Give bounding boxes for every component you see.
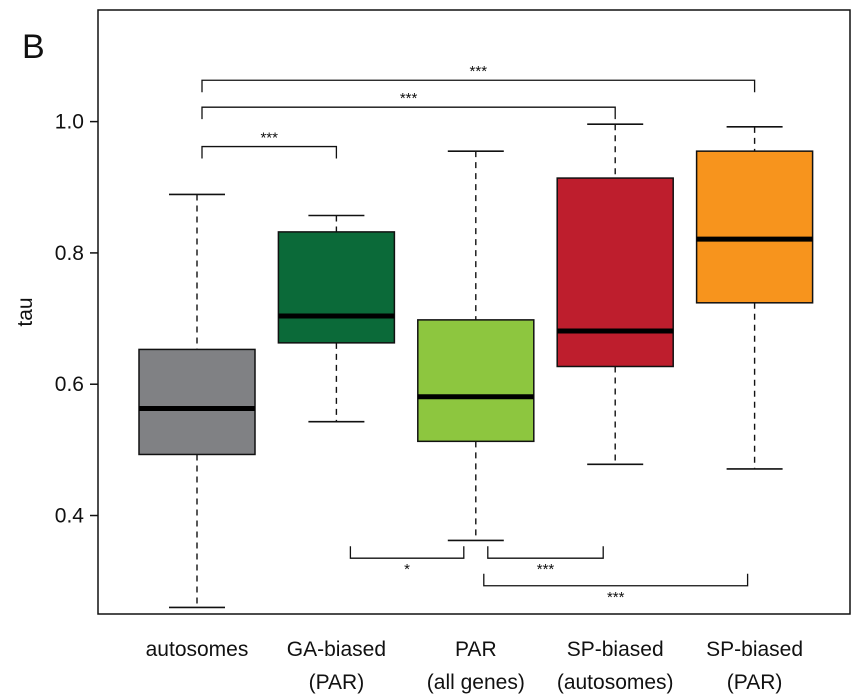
box-series [138,123,814,609]
bracket-line [201,79,756,93]
box-body [695,150,814,304]
bracket-line [483,573,749,587]
bracket-line [487,546,604,559]
y-axis-title: tau [14,297,37,326]
category-sublabel: (autosomes) [557,671,674,694]
significance-bracket-5: *** [483,573,749,606]
category-label: GA-biased [287,638,386,661]
plot-frame [97,9,851,615]
x-axis-labels: autosomes GA-biased (PAR) PAR (all genes) SP-… [146,638,803,694]
box-body [277,231,396,344]
significance-label: *** [470,63,488,80]
box-3 [556,123,674,466]
box-2 [417,150,535,542]
significance-label: *** [607,589,625,606]
significance-label: *** [537,561,555,578]
significance-bracket-2: *** [201,63,756,93]
significance-bracket-1: *** [201,90,616,120]
y-tick-label: 0.4 [55,505,85,528]
significance-label: *** [260,130,278,147]
y-tick-label: 1.0 [55,111,84,134]
category-label: PAR [455,638,497,661]
category-label: SP-biased [706,638,803,661]
bracket-line [201,145,338,159]
y-tick-label: 0.8 [55,242,84,265]
significance-bracket-3: * [349,546,465,578]
box-body [417,319,535,443]
significance-bracket-4: *** [487,546,604,578]
box-body [556,177,674,368]
significance-bracket-0: *** [201,130,338,159]
category-sublabel: (all genes) [427,671,525,694]
significance-brackets: ********** ****** [201,63,756,606]
panel-label: B [22,28,45,66]
box-0 [138,193,256,609]
category-label: SP-biased [567,638,664,661]
category-sublabel: (PAR) [309,671,365,694]
bracket-line [201,106,616,120]
bracket-line [349,546,465,559]
box-body [138,348,256,456]
y-tick-label: 0.6 [55,373,84,396]
y-axis: 0.4 0.6 0.8 1.0 [55,111,98,528]
category-sublabel: (PAR) [727,671,783,694]
category-label: autosomes [146,638,249,661]
box-1 [277,214,396,423]
significance-label: *** [400,90,418,107]
significance-label: * [404,561,410,578]
box-4 [695,126,814,470]
